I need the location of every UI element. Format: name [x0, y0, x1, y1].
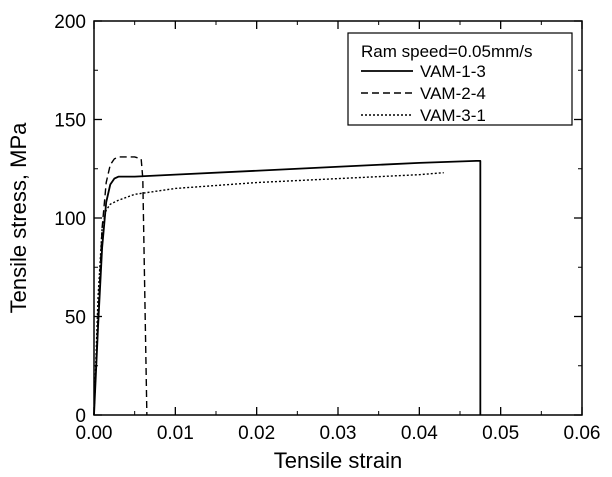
legend: Ram speed=0.05mm/s VAM-1-3 VAM-2-4 VAM-3-1	[347, 32, 573, 126]
x-tick-label: 0.03	[320, 423, 357, 444]
x-tick-label: 0.06	[564, 423, 601, 444]
series-layer	[93, 156, 482, 416]
legend-items: VAM-1-3 VAM-2-4 VAM-3-1	[361, 62, 486, 125]
legend-label-vam-1-3: VAM-1-3	[420, 62, 486, 81]
y-tick-label: 150	[54, 111, 86, 132]
y-tick-label: 100	[54, 209, 86, 230]
x-tick-label: 0.05	[482, 423, 519, 444]
x-tick-label: 0.00	[76, 423, 113, 444]
x-tick-label: 0.04	[401, 423, 438, 444]
legend-label-vam-2-4: VAM-2-4	[420, 84, 486, 103]
x-tick-label: 0.01	[157, 423, 194, 444]
x-tick-label: 0.02	[238, 423, 275, 444]
axis-ticks: 0.00 0.01 0.02 0.03 0.04 0.05 0.06 0 50 100 150 200	[54, 12, 600, 444]
series-line-vam-1-3	[93, 159, 482, 416]
x-axis-title: Tensile strain	[274, 448, 402, 473]
legend-box	[347, 32, 573, 126]
series-line-vam-3-1	[93, 171, 444, 416]
y-tick-label: 50	[65, 308, 86, 329]
y-axis-title: Tensile stress, MPa	[6, 122, 31, 313]
y-tick-label: 0	[75, 406, 86, 427]
legend-label-vam-3-1: VAM-3-1	[420, 106, 486, 125]
series-line-vam-2-4	[93, 156, 148, 416]
legend-title: Ram speed=0.05mm/s	[361, 42, 533, 61]
y-tick-label: 200	[54, 12, 86, 33]
